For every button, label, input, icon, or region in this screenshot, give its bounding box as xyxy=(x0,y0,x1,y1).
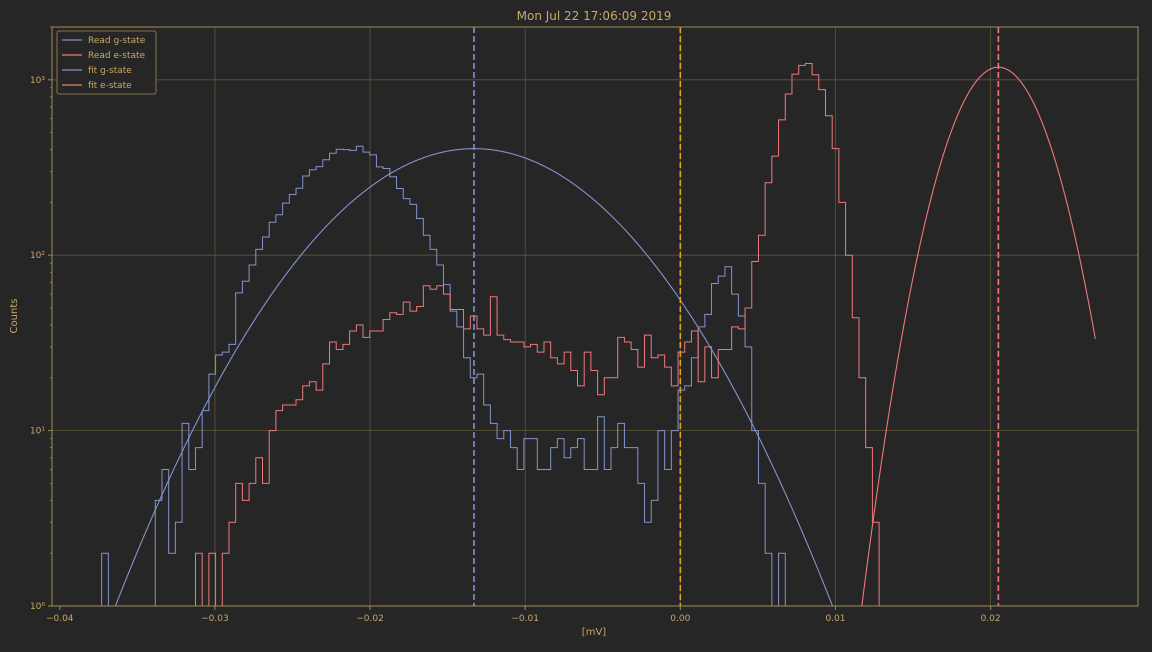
curve-fit-e-state xyxy=(861,66,1096,606)
x-tick-label: 0.00 xyxy=(670,614,690,624)
x-tick-label: 0.02 xyxy=(981,614,1001,624)
axes-frame xyxy=(51,26,1139,607)
grid-lines xyxy=(52,27,1138,606)
legend-label: Read g-state xyxy=(88,36,146,46)
x-tick-label: 0.01 xyxy=(825,614,845,624)
x-tick-label: −0.01 xyxy=(511,614,539,624)
legend-box xyxy=(56,30,157,95)
histogram-read-g-state xyxy=(101,145,786,606)
y-tick-label: 10⁰ xyxy=(30,602,45,612)
x-axis-label: [mV] xyxy=(582,627,606,638)
y-tick-label: 10² xyxy=(30,251,45,261)
legend-label: fit e-state xyxy=(88,81,132,91)
y-tick-label: 10³ xyxy=(30,76,45,86)
legend-label: fit g-state xyxy=(88,66,132,76)
plot-area xyxy=(101,27,1096,606)
chart-title: Mon Jul 22 17:06:09 2019 xyxy=(517,9,672,23)
x-tick-label: −0.04 xyxy=(46,614,74,624)
legend-label: Read e-state xyxy=(88,51,146,61)
histogram-read-e-state xyxy=(194,63,887,606)
axis-ticks: −0.04 −0.03 −0.02 −0.01 0.00 0.01 0.02 10⁰ 10¹ 10… xyxy=(30,26,1001,624)
x-tick-label: −0.03 xyxy=(201,614,229,624)
x-tick-label: −0.02 xyxy=(356,614,384,624)
y-axis-label: Counts xyxy=(9,299,20,334)
y-tick-label: 10¹ xyxy=(30,427,45,437)
legend: Read g-state Read e-state fit g-state fit e… xyxy=(56,30,157,95)
